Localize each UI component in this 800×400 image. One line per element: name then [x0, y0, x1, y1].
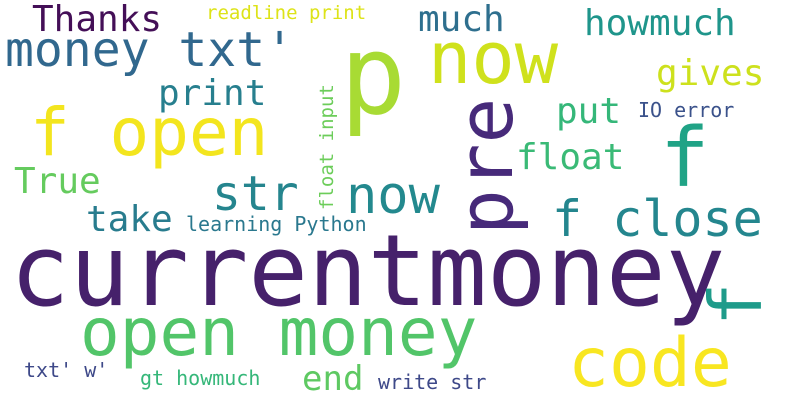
word-io-error: IO error	[638, 98, 735, 122]
word-currentmoney: currentmoney	[10, 214, 726, 329]
word-much: much	[418, 0, 505, 40]
word-now-large: now	[428, 16, 559, 100]
word-gives: gives	[656, 53, 765, 94]
word-readline-print: readline print	[206, 2, 367, 24]
word-f-vertical: f	[694, 282, 778, 326]
word-open-money: open money	[80, 294, 478, 371]
word-thanks: Thanks	[32, 0, 163, 40]
word-howmuch: howmuch	[584, 3, 736, 44]
word-pre: pre	[441, 97, 530, 235]
word-p: p	[340, 11, 407, 139]
word-now-medium: now	[346, 166, 440, 226]
word-code: code	[568, 324, 732, 400]
word-gt-howmuch: gt howmuch	[140, 366, 261, 390]
word-money-txt: money txt'	[5, 22, 294, 78]
word-true: True	[14, 161, 101, 202]
word-write-str: write str	[378, 370, 487, 394]
word-f-teal: f	[660, 111, 710, 206]
word-print: print	[158, 73, 267, 114]
word-float: float	[516, 137, 625, 178]
word-take: take	[86, 199, 173, 240]
word-str: str	[212, 166, 299, 222]
word-learning-python: learning Python	[186, 212, 367, 236]
word-txt-w: txt' w'	[24, 358, 109, 382]
word-float-input: float input	[316, 84, 338, 210]
word-f-open: f open	[30, 94, 269, 171]
word-f-close: f close	[552, 190, 763, 248]
word-put: put	[556, 91, 622, 132]
word-end: end	[302, 359, 364, 399]
